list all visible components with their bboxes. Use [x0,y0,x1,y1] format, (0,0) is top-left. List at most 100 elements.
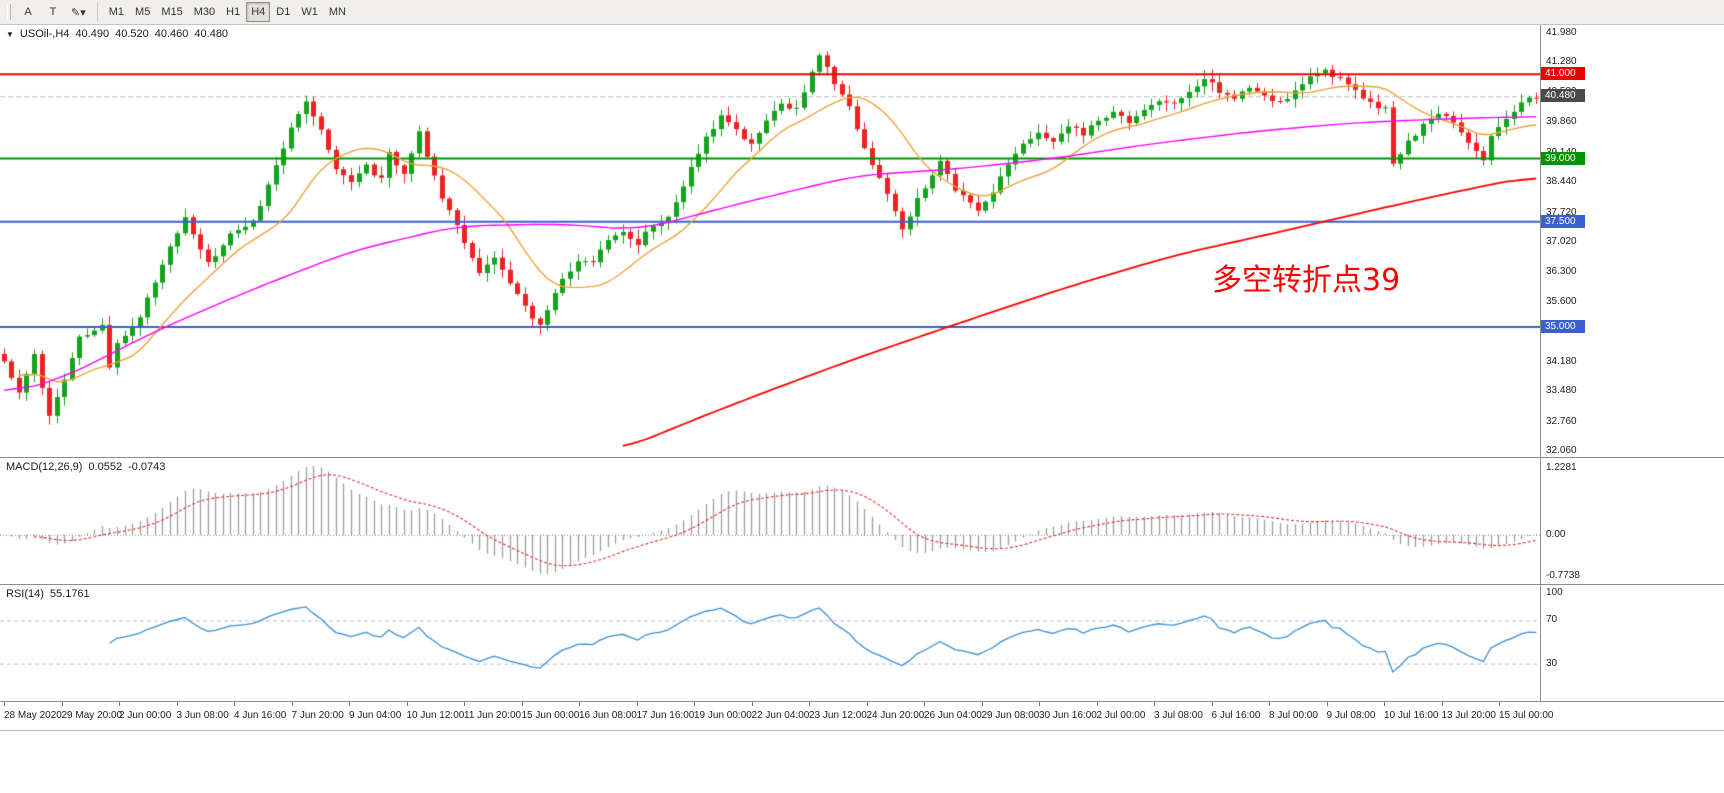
price-panel: 41.98041.28040.58039.86039.14038.44037.7… [0,25,1724,458]
time-label: 11 Jun 20:00 [464,710,522,721]
toolbar-button-draw[interactable]: ✎▾ [66,2,91,22]
price-tick: 39.860 [1546,116,1577,128]
price-tick: 37.720 [1546,206,1577,218]
time-label: 29 Jun 08:00 [981,710,1040,721]
time-label: 2 Jul 00:00 [1096,710,1146,721]
rsi-scale-100: 100 [1546,587,1563,598]
timeframe-h1[interactable]: H1 [221,2,245,22]
ohlc-close: 40.480 [194,28,229,40]
price-tick: 41.280 [1546,56,1577,68]
rsi-axis: 100 70 30 [1540,585,1724,701]
time-tick [4,702,5,706]
time-tick [1211,702,1213,706]
price-tick: 36.300 [1546,266,1577,278]
timeframe-m1[interactable]: M1 [104,2,129,22]
symbol-dropdown-icon[interactable]: ▼ [6,29,14,39]
ohlc-low: 40.460 [154,28,189,40]
rsi-header: RSI(14) 55.1761 [6,588,90,600]
timeframe-w1[interactable]: W1 [296,2,323,22]
macd-panel: 1.2281 0.00 -0.7738 MACD(12,26,9) 0.0552 -… [0,458,1724,585]
price-tick: 32.760 [1546,415,1577,427]
time-tick [291,702,293,706]
rsi-scale-70: 70 [1546,614,1558,626]
level-badge-37.500: 37.500 [1541,214,1585,228]
time-tick [234,702,235,706]
rsi-label: RSI(14) [6,588,44,600]
timeframe-h4[interactable]: H4 [246,2,271,22]
current-price-badge: 40.480 [1541,89,1585,103]
rsi-canvas[interactable] [0,585,1540,701]
time-tick [349,702,350,706]
price-tick: 34.180 [1546,355,1577,367]
macd-scale-zero: 0.00 [1546,528,1566,540]
price-chart-canvas[interactable] [0,25,1540,457]
time-label: 29 May 20:00 [61,710,123,721]
toolbar: A T ✎▾ M1 M5 M15 M30 H1 H4 D1 W1 MN [0,0,1724,25]
time-tick [981,702,983,706]
time-label: 6 Jul 16:00 [1211,710,1261,721]
time-tick [866,702,868,706]
macd-scale-max: 1.2281 [1546,462,1577,473]
time-tick [464,702,465,706]
toolbar-button-cursor[interactable]: A [16,2,40,22]
time-label: 15 Jun 00:00 [521,710,580,721]
time-tick [1039,702,1040,706]
price-tick: 35.600 [1546,295,1577,307]
macd-signal-value: -0.0743 [128,461,166,473]
macd-value: 0.0552 [88,461,123,473]
time-label: 15 Jul 00:00 [1499,710,1554,721]
time-label: 22 Jun 04:00 [751,710,810,721]
chart-annotation: 多空转折点39 [1212,263,1401,298]
timeframe-m5[interactable]: M5 [130,2,155,22]
time-label: 3 Jul 08:00 [1154,710,1203,721]
time-label: 16 Jun 08:00 [579,710,637,721]
time-label: 26 Jun 04:00 [924,710,982,721]
window-margin [0,731,1724,793]
timeframe-mn[interactable]: MN [324,2,351,22]
time-label: 17 Jun 16:00 [636,710,695,721]
toolbar-button-text[interactable]: T [41,2,65,22]
time-tick [61,702,63,706]
timeframe-m30[interactable]: M30 [189,2,220,22]
time-axis[interactable]: 28 May 2020 29 May 20:00 2 Jun 00:00 3 Jun … [0,702,1724,731]
toolbar-grip[interactable] [7,4,11,20]
macd-canvas[interactable] [0,458,1540,584]
time-tick [1154,702,1155,706]
toolbar-tools-group: A T ✎▾ [16,2,91,22]
price-tick: 41.980 [1546,27,1577,38]
time-tick [1441,702,1443,706]
time-tick [176,702,178,706]
time-tick [579,702,580,706]
price-tick: 33.480 [1546,385,1577,397]
level-badge-35.000: 35.000 [1541,320,1585,334]
ohlc-open: 40.490 [75,28,110,40]
timeframe-d1[interactable]: D1 [271,2,295,22]
rsi-value: 55.1761 [49,588,90,600]
time-label: 13 Jul 20:00 [1441,710,1497,721]
timeframe-m15[interactable]: M15 [156,2,187,22]
time-tick [751,702,753,706]
time-tick [924,702,925,706]
macd-axis: 1.2281 0.00 -0.7738 [1540,458,1724,584]
rsi-scale-30: 30 [1546,657,1558,669]
price-axis: 41.98041.28040.58039.86039.14038.44037.7… [1540,25,1724,457]
price-tick: 38.440 [1546,176,1577,188]
time-label: 28 May 2020 [4,710,62,721]
time-label: 2 Jun 00:00 [119,710,172,721]
time-tick [1384,702,1385,706]
timeframe-group: M1 M5 M15 M30 H1 H4 D1 W1 MN [104,2,351,22]
time-tick [119,702,120,706]
time-tick [406,702,408,706]
time-label: 9 Jul 08:00 [1326,710,1376,721]
time-label: 23 Jun 12:00 [809,710,867,721]
time-label: 4 Jun 16:00 [234,710,287,721]
level-badge-39.000: 39.000 [1541,151,1585,165]
time-label: 10 Jun 12:00 [406,710,465,721]
time-label: 3 Jun 08:00 [176,710,229,721]
time-tick [809,702,810,706]
symbol-label: USOil-,H4 [19,28,70,40]
time-label: 8 Jul 00:00 [1269,710,1318,721]
time-label: 30 Jun 16:00 [1039,710,1097,721]
time-label: 9 Jun 04:00 [349,710,402,721]
